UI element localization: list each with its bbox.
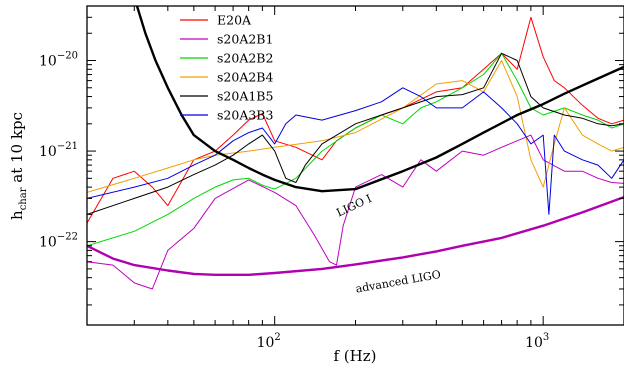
legend-label-s20a3b3: s20A3B3 xyxy=(217,108,273,123)
series-line-ligo-i xyxy=(135,6,624,193)
annotation-ligo-i: LIGO I xyxy=(334,192,373,220)
y-axis-label-rest: at 10 kpc xyxy=(8,112,26,187)
series-line-advanced-ligo xyxy=(87,195,624,276)
series-line-s20a2b1 xyxy=(87,134,624,290)
y-axis-label-main: h xyxy=(8,210,26,220)
series-line-e20a xyxy=(87,16,624,224)
legend-label-s20a2b1: s20A2B1 xyxy=(217,32,273,47)
series-layer xyxy=(87,6,624,290)
y-axis-label: hchar at 10 kpc xyxy=(8,112,29,220)
legend-label-s20a2b4: s20A2B4 xyxy=(217,70,273,85)
x-axis-label: f (Hz) xyxy=(333,347,376,365)
x-tick-label: 103 xyxy=(525,332,549,351)
series-line-s20a1b5 xyxy=(87,52,624,215)
y-axis-label-sub: char xyxy=(18,187,29,210)
y-tick-label: 10−20 xyxy=(39,51,78,70)
y-tick-label: 10−22 xyxy=(39,232,78,251)
annotation-layer: LIGO I advanced LIGO xyxy=(334,192,441,296)
annotation-advanced-ligo: advanced LIGO xyxy=(355,268,442,296)
legend-label-s20a1b5: s20A1B5 xyxy=(217,89,273,104)
legend: E20A s20A2B1 s20A2B2 s20A2B4 s20A1B5 s20A3B3 xyxy=(180,13,273,123)
series-line-s20a2b2 xyxy=(87,52,624,247)
legend-label-s20a2b2: s20A2B2 xyxy=(217,51,273,66)
y-tick-label: 10−21 xyxy=(39,141,78,160)
series-line-s20a3b3 xyxy=(87,87,624,215)
legend-label-e20a: E20A xyxy=(217,13,252,28)
axis-layer: 102 103 10−22 10−21 10−20 xyxy=(39,5,624,351)
plot-frame xyxy=(86,5,624,326)
x-tick-label: 102 xyxy=(257,332,281,351)
series-line-s20a2b4 xyxy=(87,60,624,193)
